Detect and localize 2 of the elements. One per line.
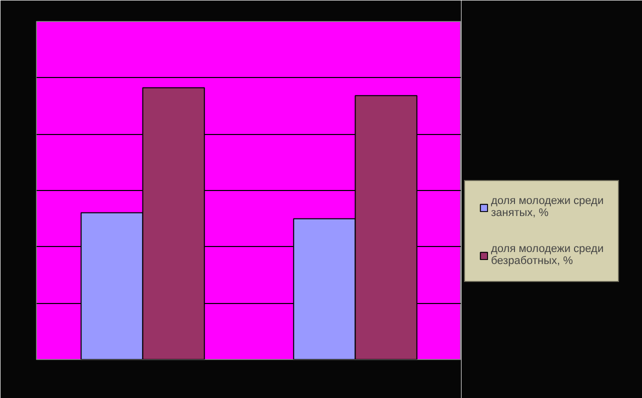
legend-label: доля молодежи среди безработных, % bbox=[491, 243, 604, 267]
legend-label: доля молодежи среди занятых, % bbox=[491, 195, 604, 219]
